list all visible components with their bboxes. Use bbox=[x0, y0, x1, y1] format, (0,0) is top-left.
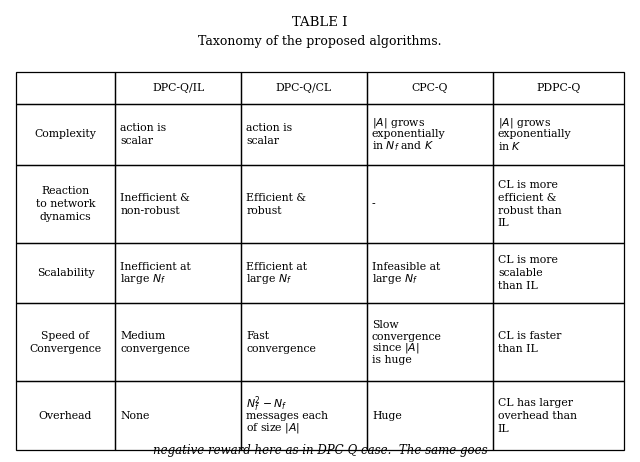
Bar bbox=[493, 72, 624, 103]
Text: CL has larger
overhead than
IL: CL has larger overhead than IL bbox=[498, 398, 577, 434]
Bar bbox=[115, 165, 241, 243]
Bar bbox=[16, 304, 115, 381]
Bar bbox=[16, 243, 115, 304]
Bar bbox=[367, 304, 493, 381]
Text: CL is faster
than IL: CL is faster than IL bbox=[498, 331, 561, 354]
Bar bbox=[115, 243, 241, 304]
Text: Inefficient at: Inefficient at bbox=[120, 262, 191, 273]
Bar bbox=[115, 304, 241, 381]
Text: DPC-Q/IL: DPC-Q/IL bbox=[152, 83, 204, 93]
Text: action is
scalar: action is scalar bbox=[120, 123, 166, 146]
Text: None: None bbox=[120, 411, 150, 421]
Text: in $K$: in $K$ bbox=[498, 140, 522, 152]
Text: Complexity: Complexity bbox=[35, 129, 97, 140]
Bar bbox=[367, 72, 493, 103]
Bar bbox=[115, 72, 241, 103]
Text: large $N_f$: large $N_f$ bbox=[120, 272, 166, 286]
Text: Efficient &
robust: Efficient & robust bbox=[246, 193, 306, 216]
Text: action is
scalar: action is scalar bbox=[246, 123, 292, 146]
Text: PDPC-Q: PDPC-Q bbox=[536, 83, 580, 93]
Bar bbox=[241, 304, 367, 381]
Text: Overhead: Overhead bbox=[39, 411, 92, 421]
Bar bbox=[493, 381, 624, 450]
Text: $|A|$ grows: $|A|$ grows bbox=[498, 116, 551, 130]
Text: Efficient at: Efficient at bbox=[246, 262, 307, 273]
Text: Slow: Slow bbox=[372, 320, 399, 330]
Text: exponentially: exponentially bbox=[372, 129, 445, 140]
Bar bbox=[241, 165, 367, 243]
Text: CL is more
efficient &
robust than
IL: CL is more efficient & robust than IL bbox=[498, 180, 561, 228]
Text: -: - bbox=[372, 199, 376, 209]
Text: negative reward here as in DPC-Q case.  The same goes: negative reward here as in DPC-Q case. T… bbox=[153, 444, 487, 457]
Text: Medium
convergence: Medium convergence bbox=[120, 331, 190, 354]
Text: exponentially: exponentially bbox=[498, 129, 572, 140]
Bar bbox=[367, 165, 493, 243]
Bar bbox=[241, 103, 367, 165]
Text: DPC-Q/CL: DPC-Q/CL bbox=[276, 83, 332, 93]
Text: $N_f^2 - N_f$: $N_f^2 - N_f$ bbox=[246, 395, 287, 414]
Text: since $|A|$: since $|A|$ bbox=[372, 341, 419, 355]
Text: Huge: Huge bbox=[372, 411, 402, 421]
Bar bbox=[367, 381, 493, 450]
Text: Reaction
to network
dynamics: Reaction to network dynamics bbox=[36, 186, 95, 222]
Bar bbox=[241, 381, 367, 450]
Text: in $N_f$ and $K$: in $N_f$ and $K$ bbox=[372, 139, 435, 153]
Text: Fast
convergence: Fast convergence bbox=[246, 331, 316, 354]
Text: CL is more
scalable
than IL: CL is more scalable than IL bbox=[498, 255, 557, 291]
Text: of size $|A|$: of size $|A|$ bbox=[246, 420, 300, 435]
Text: Infeasible at: Infeasible at bbox=[372, 262, 440, 273]
Bar bbox=[115, 103, 241, 165]
Text: Speed of
Convergence: Speed of Convergence bbox=[29, 331, 102, 354]
Bar bbox=[367, 243, 493, 304]
Bar bbox=[241, 72, 367, 103]
Bar bbox=[16, 72, 115, 103]
Bar bbox=[16, 103, 115, 165]
Text: Scalability: Scalability bbox=[37, 268, 94, 278]
Bar bbox=[16, 381, 115, 450]
Text: is huge: is huge bbox=[372, 355, 412, 365]
Text: Inefficient &
non-robust: Inefficient & non-robust bbox=[120, 193, 190, 216]
Text: large $N_f$: large $N_f$ bbox=[372, 272, 418, 286]
Bar bbox=[241, 243, 367, 304]
Bar bbox=[493, 243, 624, 304]
Bar bbox=[493, 165, 624, 243]
Bar bbox=[367, 103, 493, 165]
Text: messages each: messages each bbox=[246, 411, 328, 421]
Text: convergence: convergence bbox=[372, 332, 442, 341]
Bar bbox=[16, 165, 115, 243]
Bar bbox=[493, 304, 624, 381]
Bar bbox=[493, 103, 624, 165]
Text: $|A|$ grows: $|A|$ grows bbox=[372, 116, 425, 130]
Text: Taxonomy of the proposed algorithms.: Taxonomy of the proposed algorithms. bbox=[198, 35, 442, 48]
Text: CPC-Q: CPC-Q bbox=[412, 83, 448, 93]
Text: large $N_f$: large $N_f$ bbox=[246, 272, 292, 286]
Bar bbox=[115, 381, 241, 450]
Text: TABLE I: TABLE I bbox=[292, 16, 348, 29]
